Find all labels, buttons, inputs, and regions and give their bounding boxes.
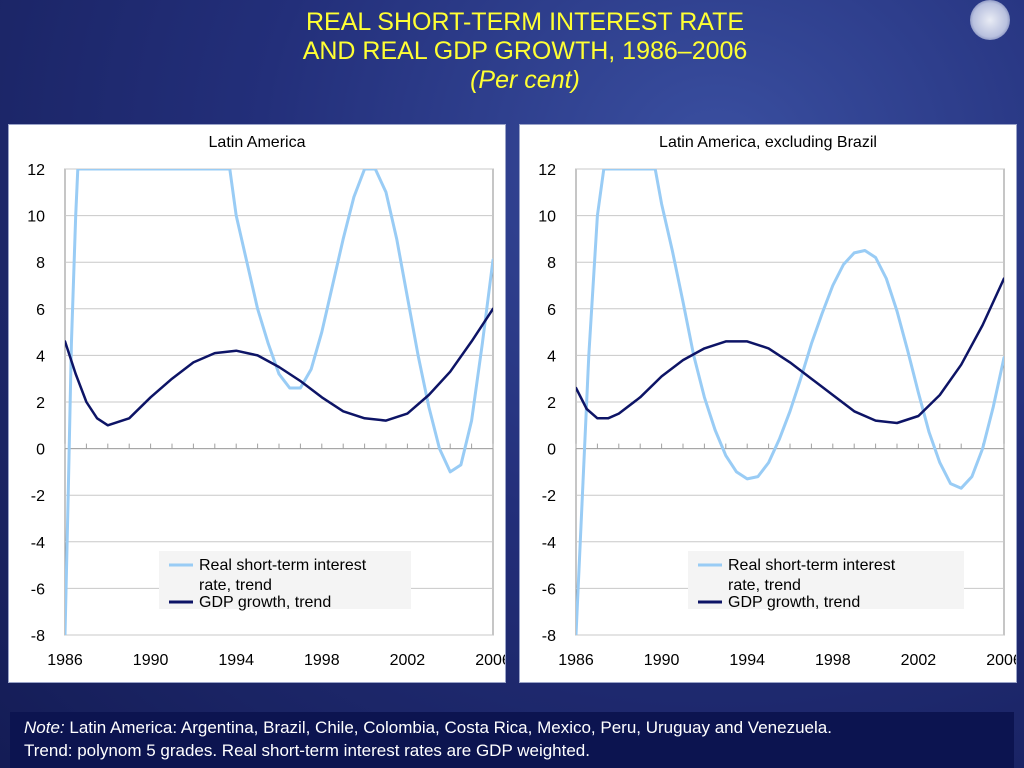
title-line-1: REAL SHORT-TERM INTEREST RATE: [305, 8, 745, 36]
chart-latin-america-excl-brazil: Latin America, excluding Brazil121086420…: [538, 134, 1016, 669]
x-tick-label: 1994: [218, 652, 254, 669]
series-line-interest-rate: [65, 169, 493, 635]
legend-label: GDP growth, trend: [728, 594, 860, 611]
x-tick-label: 1994: [729, 652, 765, 669]
legend-label: Real short-term interest: [199, 557, 367, 574]
legend-box: [159, 551, 411, 609]
series-line-gdp-growth: [65, 307, 493, 427]
chart-panel-latin-america: Latin America 12 10 8 6 4 2 0 -2 -4 -6 -8 1986 1990 19…: [8, 124, 506, 683]
y-tick-label: 4: [36, 348, 45, 365]
y-tick-label: -2: [31, 488, 45, 505]
y-tick-label: 4: [547, 348, 556, 365]
series-line-interest-rate: [576, 169, 1004, 635]
y-tick-label: 2: [547, 395, 556, 412]
footnote-text-1: Latin America: Argentina, Brazil, Chile,…: [69, 718, 832, 737]
y-tick-label: -6: [31, 581, 45, 598]
y-tick-label: -2: [542, 488, 556, 505]
y-tick-label: -8: [542, 628, 556, 645]
y-tick-label: 12: [27, 162, 45, 179]
footnote-line-2: Trend: polynom 5 grades. Real short-term…: [24, 741, 590, 760]
x-tick-label: 2002: [390, 652, 426, 669]
y-tick-label: -4: [31, 535, 45, 552]
y-tick-label: 6: [547, 302, 556, 319]
legend-label: Real short-term interest: [728, 557, 896, 574]
x-tick-label: 2006: [986, 652, 1016, 669]
series-line-gdp-growth: [576, 277, 1004, 425]
footnote-label: Note:: [24, 718, 65, 737]
y-tick-label: 0: [36, 442, 45, 459]
chart-title: Latin America: [209, 134, 306, 151]
title-subtitle: (Per cent): [470, 66, 580, 94]
legend-label: rate, trend: [199, 577, 272, 594]
x-tick-label: 1990: [644, 652, 680, 669]
x-tick-label: 1990: [133, 652, 169, 669]
x-tick-label: 1998: [304, 652, 340, 669]
x-tick-label: 2002: [901, 652, 937, 669]
x-tick-label: 1986: [558, 652, 594, 669]
title-line-2: AND REAL GDP GROWTH, 1986–2006: [302, 37, 748, 65]
legend-label: GDP growth, trend: [199, 594, 331, 611]
chart-panel-latin-america-excl-brazil: Latin America, excluding Brazil 12 10 8 6 4 2 0…: [519, 124, 1017, 683]
y-tick-label: -6: [542, 581, 556, 598]
x-tick-label: 2006: [475, 652, 505, 669]
x-tick-label: 1986: [47, 652, 83, 669]
y-tick-label: 0: [547, 442, 556, 459]
decorative-circle: [970, 0, 1010, 40]
y-tick-label: 6: [36, 302, 45, 319]
y-tick-label: 10: [538, 209, 556, 226]
y-tick-label: 8: [36, 255, 45, 272]
y-tick-label: 12: [538, 162, 556, 179]
chart-title: Latin America, excluding Brazil: [659, 134, 877, 151]
y-tick-label: 8: [547, 255, 556, 272]
y-tick-label: -8: [31, 628, 45, 645]
footnote-line-1: Note: Latin America: Argentina, Brazil, …: [24, 716, 1000, 739]
legend-label: rate, trend: [728, 577, 801, 594]
y-tick-label: -4: [542, 535, 556, 552]
y-tick-label: 10: [27, 209, 45, 226]
page-title: REAL SHORT-TERM INTEREST RATE AND REAL G…: [0, 8, 1024, 95]
legend-box: [688, 551, 964, 609]
footnote: Note: Latin America: Argentina, Brazil, …: [10, 712, 1014, 768]
x-tick-label: 1998: [815, 652, 851, 669]
y-tick-label: 2: [36, 395, 45, 412]
